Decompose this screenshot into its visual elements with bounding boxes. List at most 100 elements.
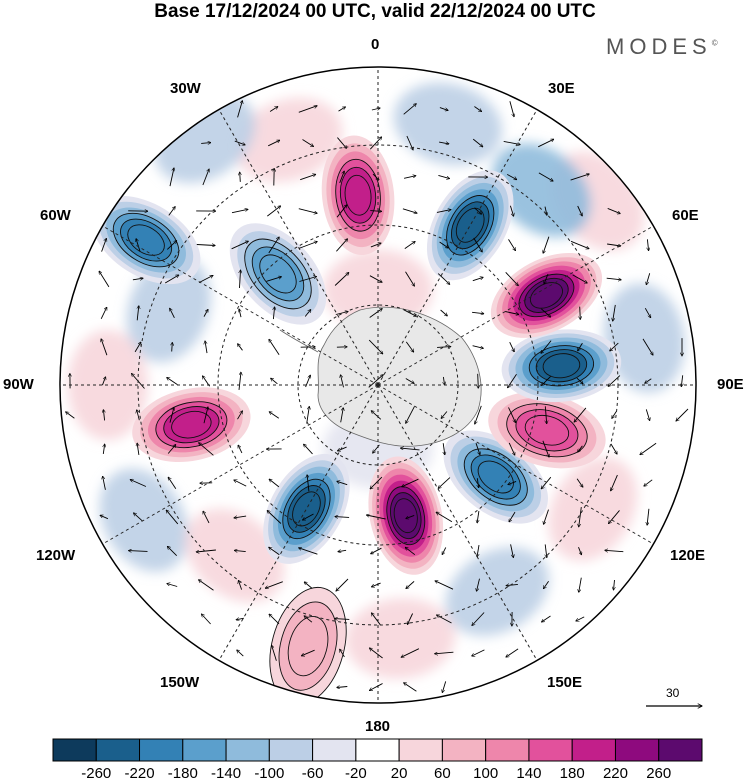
wind-vector <box>472 312 484 313</box>
anomaly-contour <box>292 491 321 527</box>
wind-vector <box>508 442 515 455</box>
wind-vector <box>543 236 550 254</box>
wind-vector <box>203 309 208 317</box>
wind-vector <box>606 278 622 280</box>
anomaly-contour <box>477 460 514 494</box>
wind-vector <box>439 107 448 111</box>
meridian-line <box>210 95 379 386</box>
lon-label-60w: 60W <box>40 207 71 224</box>
lon-label-30w: 30W <box>170 80 201 97</box>
meridian-line <box>377 95 546 386</box>
wind-vector <box>337 137 346 149</box>
meridian-line <box>377 384 546 675</box>
wind-vector <box>371 108 380 110</box>
wind-vector <box>610 443 617 454</box>
lon-label-60e: 60E <box>672 207 699 224</box>
colorbar-tick-label: 20 <box>390 765 408 782</box>
wind-vector <box>341 375 344 388</box>
wind-vector <box>435 652 454 654</box>
wind-vector <box>541 376 551 385</box>
wind-vector <box>509 101 514 117</box>
wind-vector <box>570 174 590 181</box>
brand-logo: MODES© <box>606 34 718 60</box>
wind-vector <box>506 174 517 179</box>
wind-vector <box>198 275 213 284</box>
wind-vector <box>340 408 344 423</box>
wind-vector <box>510 544 514 557</box>
wind-vector <box>101 238 107 252</box>
wind-vector <box>269 479 280 488</box>
wind-vector <box>438 477 451 489</box>
wind-vector <box>99 271 110 288</box>
wind-vector <box>576 478 583 487</box>
wind-vector <box>443 443 445 455</box>
wind-vector <box>609 510 620 523</box>
wind-vector <box>203 511 210 524</box>
wind-vector <box>577 205 583 216</box>
wind-vector <box>437 615 452 624</box>
wind-vector <box>236 618 244 620</box>
wind-vector <box>269 107 278 112</box>
wind-vector <box>366 515 386 520</box>
wind-vector <box>405 547 416 556</box>
wind-vector <box>335 517 350 518</box>
wind-vector-field <box>66 101 689 693</box>
wind-vector <box>265 581 283 589</box>
wind-vector <box>169 407 174 423</box>
wind-vector <box>369 275 382 283</box>
meridian-line <box>377 217 668 386</box>
wind-vector <box>478 373 479 388</box>
lon-label-120e: 120E <box>670 547 706 564</box>
wind-vector <box>300 174 316 181</box>
wind-vector <box>266 277 282 282</box>
wind-vector <box>405 271 415 286</box>
wind-vector <box>337 687 348 688</box>
wind-vector <box>474 106 481 112</box>
wind-vector <box>370 476 383 489</box>
wind-vector <box>579 577 582 593</box>
wind-vector <box>508 239 516 250</box>
wind-vector <box>167 546 178 557</box>
wind-vector <box>268 140 280 147</box>
wind-vector <box>205 341 208 354</box>
anomaly-cell <box>229 223 327 325</box>
wind-vector <box>167 377 178 385</box>
wind-vector <box>541 340 552 354</box>
wind-vector <box>129 551 148 552</box>
wind-vector <box>199 580 214 591</box>
lon-label-120w: 120W <box>36 547 76 564</box>
wind-vector <box>271 378 278 385</box>
wind-vector <box>505 271 519 285</box>
wind-vector <box>472 277 483 282</box>
wind-vector <box>134 342 141 353</box>
wind-vector <box>477 511 479 523</box>
wind-vector <box>544 509 549 525</box>
wind-vector <box>642 338 653 355</box>
wind-vector <box>508 407 516 422</box>
polar-map <box>59 66 750 745</box>
faint-anomaly <box>235 97 343 182</box>
map-boundary <box>59 66 697 704</box>
wind-vector <box>103 410 104 421</box>
wind-vector <box>472 612 485 626</box>
wind-vector <box>613 304 616 321</box>
wind-vector <box>298 208 317 214</box>
wind-vector <box>578 547 582 555</box>
anomaly-contour <box>344 174 372 216</box>
wind-vector <box>269 547 280 556</box>
wind-vector <box>472 345 484 349</box>
wind-vector <box>339 171 345 184</box>
wind-vector <box>299 277 316 282</box>
wind-vector <box>608 375 621 387</box>
wind-vector <box>403 104 417 115</box>
wind-vector <box>231 241 249 250</box>
wind-vector <box>340 649 345 658</box>
wind-vector <box>405 378 414 384</box>
wind-vector <box>172 343 173 352</box>
wind-vector <box>607 207 621 213</box>
anomaly-contour <box>259 254 297 294</box>
wind-vector <box>338 107 346 112</box>
wind-vector <box>101 377 105 386</box>
wind-vector <box>407 613 414 625</box>
vector-scale-label: 30 <box>666 686 680 700</box>
